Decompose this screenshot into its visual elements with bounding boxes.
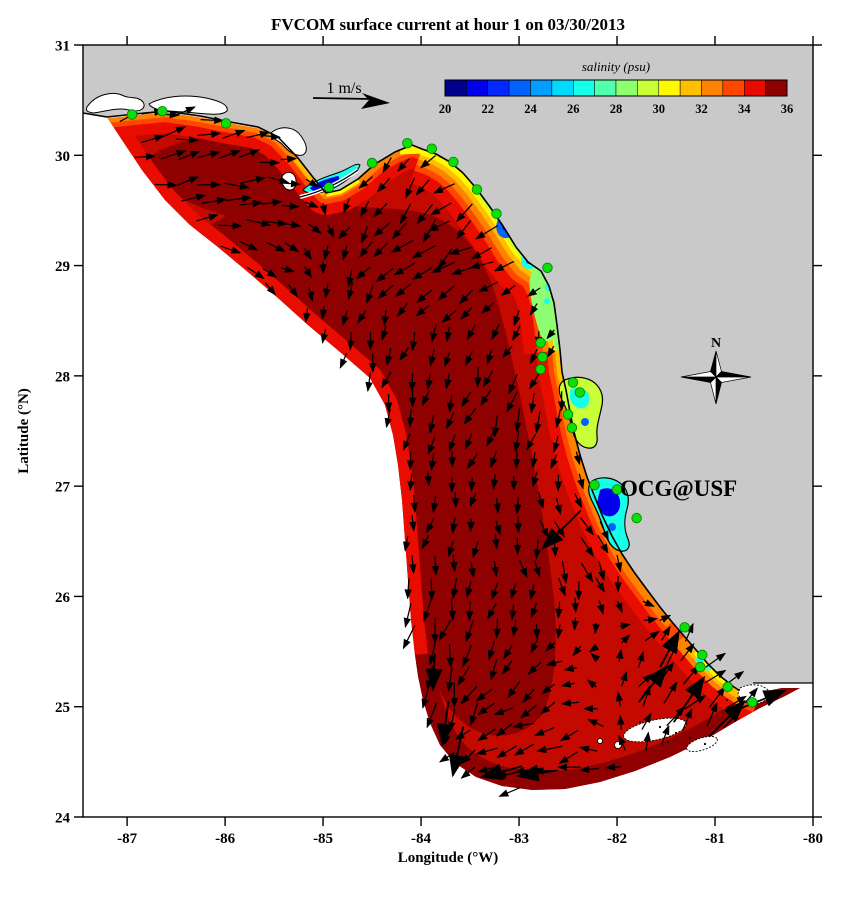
colorbar-cell [723,80,744,96]
y-tick-label: 30 [55,149,70,165]
station-dot [680,623,690,633]
station-dot [543,263,553,273]
station-dot [367,158,377,168]
station-dot [723,682,733,692]
current-arrow [472,477,473,490]
colorbar-cell [466,80,487,96]
colorbar-tick-label: 36 [781,102,794,116]
colorbar [445,80,787,96]
station-dot [403,138,413,148]
current-arrow [323,262,324,273]
y-tick-label: 27 [55,480,71,496]
x-tick-label: -80 [803,831,823,847]
current-arrow [497,619,498,638]
colorbar-cell [488,80,509,96]
colorbar-cell [637,80,658,96]
vector-scale-line [313,98,372,99]
station-dot [590,480,600,490]
station-dot [158,106,168,116]
station-dot [427,144,437,154]
x-tick-label: -86 [215,831,235,847]
compass-north-label: N [711,336,721,351]
station-dot [632,513,642,523]
y-tick-label: 28 [55,369,70,385]
station-dot [747,698,757,708]
colorbar-cell [509,80,530,96]
watermark: OCG@USF [620,476,737,502]
x-tick-label: -82 [607,831,627,847]
colorbar-tick-labels: 20 22 24 26 28 30 32 34 36 [439,102,794,116]
current-arrow [536,624,537,638]
station-dot [567,423,577,433]
colorbar-tick-label: 32 [695,102,708,116]
colorbar-tick-label: 30 [653,102,666,116]
x-tick-label: -81 [705,831,725,847]
colorbar-cell [616,80,637,96]
current-arrow [219,225,242,226]
station-dot [697,650,707,660]
colorbar-cell [595,80,616,96]
y-tick-label: 24 [55,811,71,827]
current-arrow [410,452,411,469]
current-arrow [469,601,470,619]
station-dot [221,119,231,129]
y-tick-label: 26 [55,590,71,606]
colorbar-label: salinity (psu) [582,59,650,74]
current-arrow [518,516,519,532]
colorbar-tick-label: 22 [482,102,495,116]
colorbar-cell [659,80,680,96]
station-dot [536,338,546,348]
station-dot [472,185,482,195]
figure-title: FVCOM surface current at hour 1 on 03/30… [271,15,625,34]
station-dot [563,410,573,420]
y-tick-label: 29 [55,259,70,275]
y-axis-label: Latitude (°N) [16,388,32,474]
current-arrow [516,451,517,468]
station-dot [538,352,548,362]
current-arrow [478,367,479,386]
x-tick-label: -85 [313,831,333,847]
x-tick-label: -84 [411,831,431,847]
station-dot [575,388,585,398]
colorbar-tick-label: 34 [738,102,751,116]
x-tick-label: -83 [509,831,529,847]
station-dot [536,364,546,374]
colorbar-cell [766,80,787,96]
x-tick-label: -87 [117,831,137,847]
station-dot [324,182,334,192]
colorbar-tick-label: 24 [524,102,537,116]
x-axis-label: Longitude (°W) [398,850,499,866]
current-arrow [606,767,620,768]
colorbar-tick-label: 20 [439,102,452,116]
y-tick-label: 31 [55,39,70,55]
colorbar-cell [702,80,723,96]
colorbar-cell [680,80,701,96]
colorbar-cell [531,80,552,96]
colorbar-cell [552,80,573,96]
station-dot [127,110,137,120]
vector-scale-label: 1 m/s [326,80,361,97]
y-tick-label: 25 [55,700,70,716]
colorbar-tick-label: 26 [567,102,580,116]
current-arrow [431,579,432,599]
colorbar-cell [744,80,765,96]
colorbar-cell [445,80,466,96]
station-dot [492,209,502,219]
station-dot [696,662,706,672]
colorbar-tick-label: 28 [610,102,623,116]
station-dot [568,378,578,388]
station-dot [449,157,459,167]
current-arrow [155,184,176,185]
colorbar-cell [573,80,594,96]
